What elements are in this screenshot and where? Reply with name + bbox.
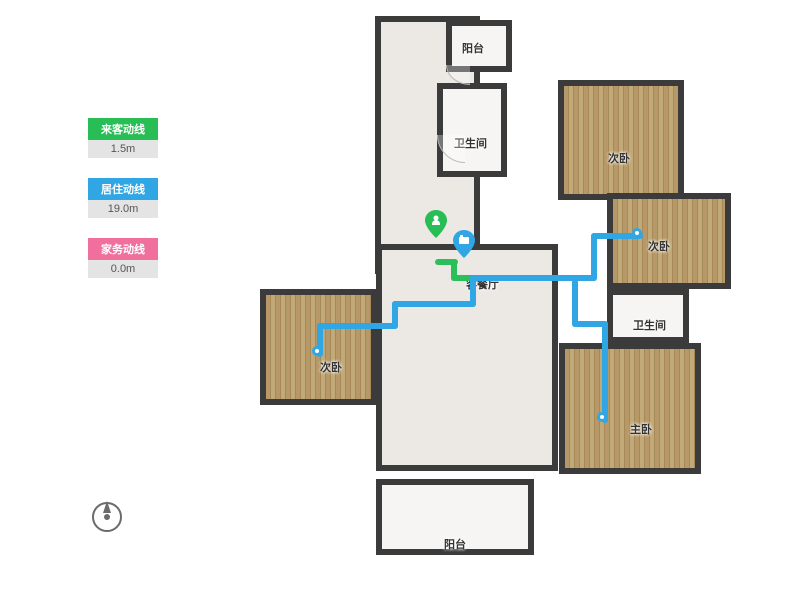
path-segment — [602, 321, 608, 423]
path-segment — [392, 301, 476, 307]
living-marker-icon — [453, 230, 475, 258]
room-label-bedroom-master: 主卧 — [630, 421, 652, 437]
room-label-bathroom-mid: 卫生间 — [633, 317, 666, 333]
legend-badge-guest: 来客动线 — [88, 118, 158, 140]
floorplan: 阳台卫生间次卧次卧卫生间主卧客餐厅次卧阳台 — [260, 0, 770, 600]
legend: 来客动线 1.5m 居住动线 19.0m 家务动线 0.0m — [88, 118, 158, 298]
room-label-bedroom-ne: 次卧 — [608, 150, 630, 166]
legend-item-guest: 来客动线 1.5m — [88, 118, 158, 158]
legend-value-living: 19.0m — [88, 200, 158, 218]
path-segment — [572, 275, 578, 327]
room-bathroom-mid — [607, 289, 689, 343]
legend-value-chore: 0.0m — [88, 260, 158, 278]
path-endpoint-icon — [632, 228, 642, 238]
legend-item-living: 居住动线 19.0m — [88, 178, 158, 218]
compass-icon — [90, 500, 124, 534]
room-bedroom-ne — [558, 80, 684, 200]
path-endpoint-icon — [597, 412, 607, 422]
room-label-bedroom-w: 次卧 — [320, 359, 342, 375]
legend-badge-chore: 家务动线 — [88, 238, 158, 260]
path-segment — [317, 323, 398, 329]
room-label-balcony-bottom: 阳台 — [444, 536, 466, 552]
legend-value-guest: 1.5m — [88, 140, 158, 158]
path-endpoint-icon — [312, 346, 322, 356]
room-bathroom-top — [437, 83, 507, 177]
guest-marker-icon — [425, 210, 447, 238]
room-label-balcony-top: 阳台 — [462, 40, 484, 56]
legend-badge-living: 居住动线 — [88, 178, 158, 200]
path-segment — [591, 233, 597, 281]
legend-item-chore: 家务动线 0.0m — [88, 238, 158, 278]
room-bedroom-master — [559, 343, 701, 474]
room-label-bedroom-e: 次卧 — [648, 238, 670, 254]
